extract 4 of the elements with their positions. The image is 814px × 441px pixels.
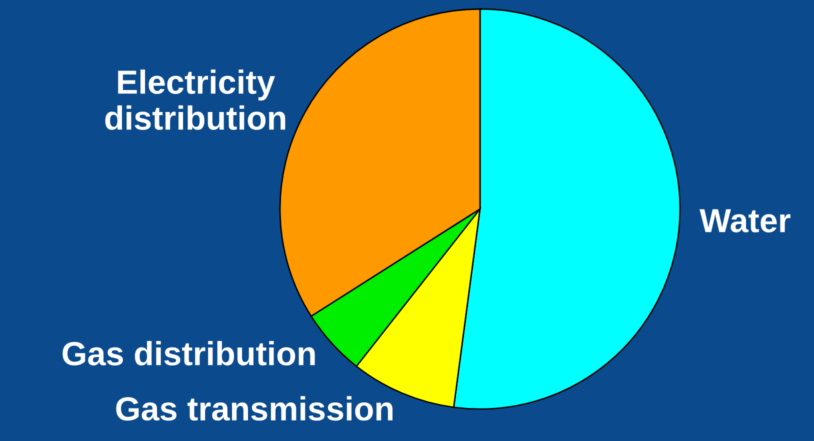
slice-label: Gas transmission	[116, 396, 392, 421]
slice-label: Electricity distribution	[105, 70, 286, 130]
slice-label: Gas distribution	[62, 341, 315, 366]
slice-label: Water	[700, 209, 790, 232]
